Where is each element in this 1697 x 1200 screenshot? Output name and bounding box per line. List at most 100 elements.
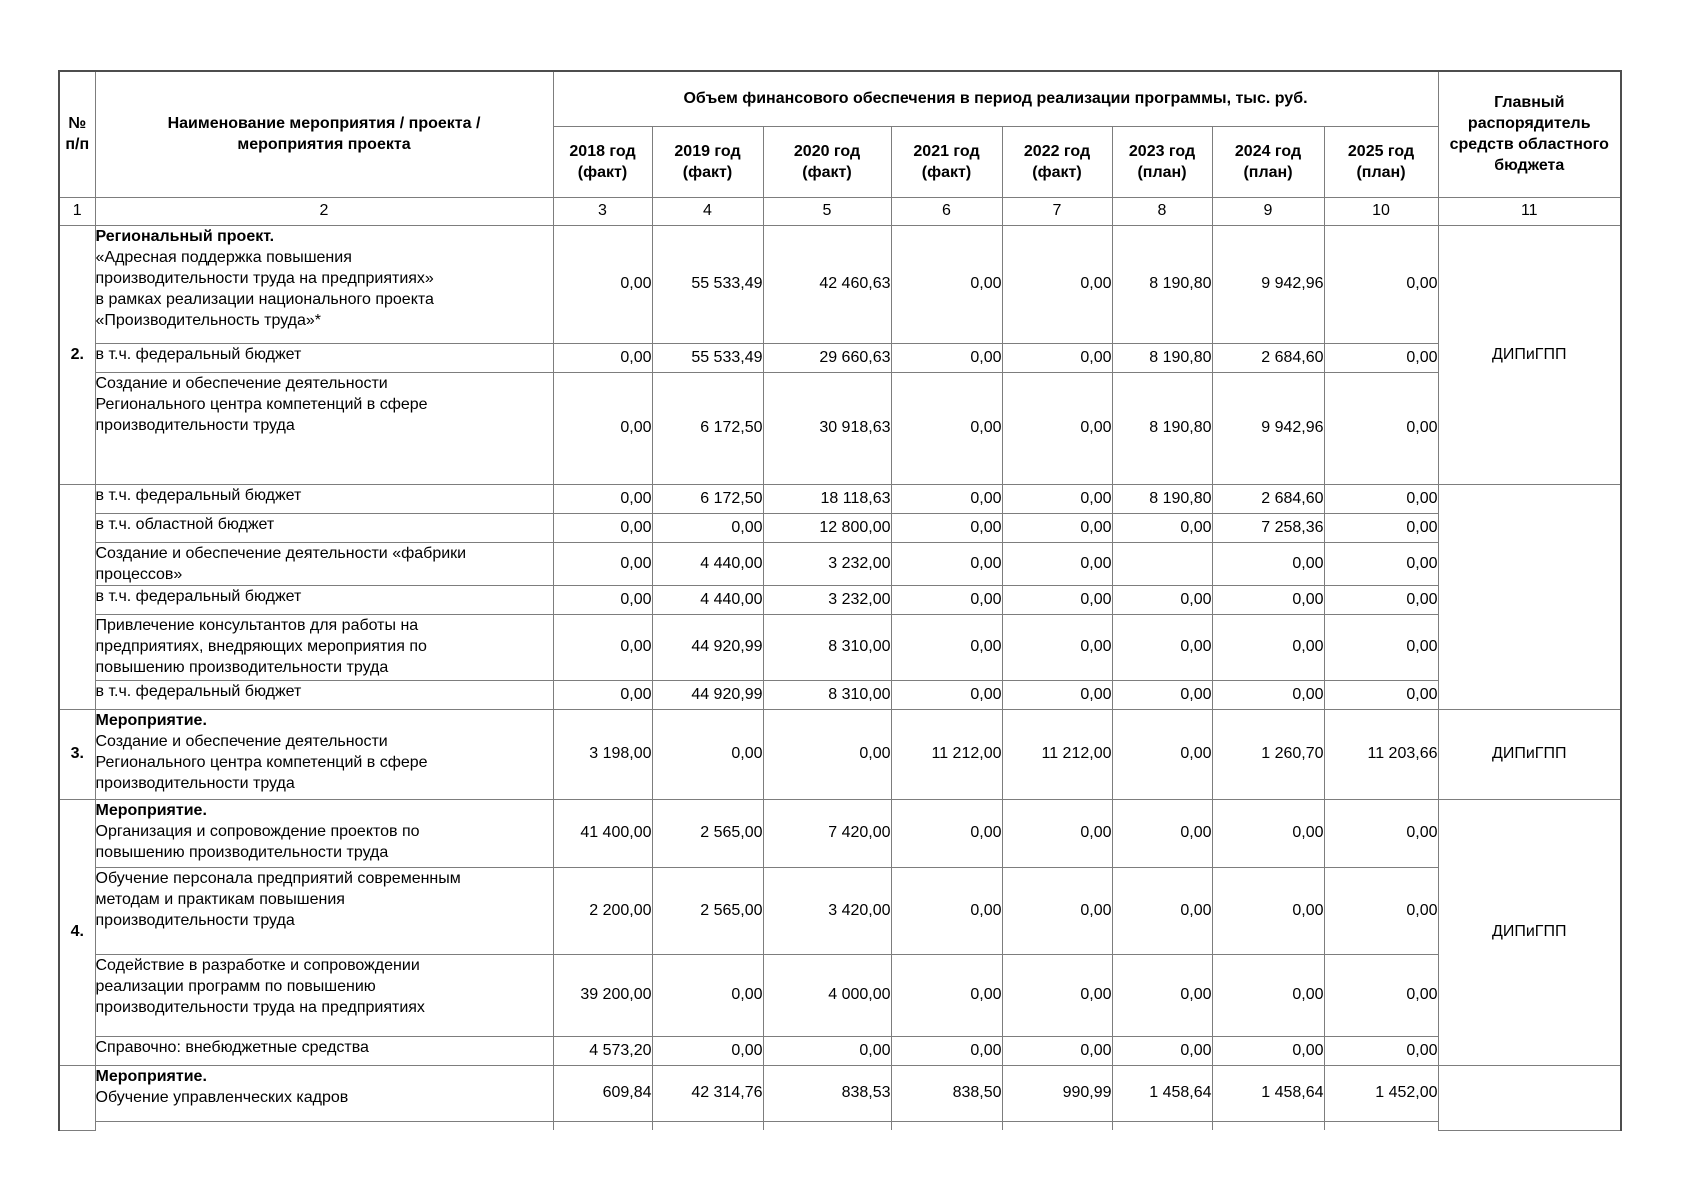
cell-grbs: ДИПиГПП — [1437, 708, 1622, 800]
cell-value: 8 190,80 — [1111, 483, 1213, 514]
cell-cutoff — [651, 1120, 764, 1130]
col-header-name: Наименование мероприятия / проекта / мер… — [94, 70, 554, 198]
cell-value: 0,00 — [1001, 224, 1113, 344]
cell-value: 0,00 — [890, 953, 1003, 1037]
activity-text: «Адресная поддержка повышения производит… — [95, 248, 434, 329]
table-row: Привлечение консультантов для работы на … — [59, 613, 1621, 681]
cell-value: 0,00 — [1323, 483, 1439, 514]
table-row-cutoff — [59, 1120, 1621, 1130]
col-index-6: 6 — [890, 196, 1003, 226]
cell-activity-name: Мероприятие. Организация и сопровождение … — [94, 798, 554, 868]
cell-value: 0,00 — [890, 866, 1003, 955]
col-index-2: 2 — [94, 196, 554, 226]
cell-value: 42 460,63 — [762, 224, 892, 344]
cell-value: 8 190,80 — [1111, 224, 1213, 344]
activity-title: Региональный проект. — [95, 227, 275, 245]
cell-value: 55 533,49 — [651, 342, 764, 373]
col-header-year-2025: 2025 год (план) — [1323, 125, 1439, 198]
activity-text: Создание и обеспечение деятельности Реги… — [95, 732, 428, 792]
cell-value: 0,00 — [1111, 953, 1213, 1037]
cell-value: 0,00 — [1001, 483, 1113, 514]
cell-value: 0,00 — [1001, 342, 1113, 373]
cell-value: 2 565,00 — [651, 798, 764, 868]
cell-value: 0,00 — [1111, 798, 1213, 868]
col-index-5: 5 — [762, 196, 892, 226]
cell-value: 0,00 — [651, 512, 764, 543]
activity-title: Мероприятие. — [95, 801, 207, 819]
cell-cutoff — [94, 1120, 554, 1130]
cell-value: 30 918,63 — [762, 371, 892, 485]
table-row: в т.ч. областной бюджет 0,00 0,00 12 800… — [59, 512, 1621, 543]
cell-value: 0,00 — [890, 679, 1003, 710]
col-index-10: 10 — [1323, 196, 1439, 226]
table-row: 2. Региональный проект. «Адресная поддерж… — [58, 224, 1622, 485]
cell-activity-name: в т.ч. федеральный бюджет — [94, 584, 554, 615]
cell-value: 0,00 — [1111, 866, 1213, 955]
cell-value: 7 258,36 — [1211, 512, 1325, 543]
cell-activity-name: Мероприятие. Создание и обеспечение деяте… — [94, 708, 554, 800]
cell-value: 0,00 — [890, 512, 1003, 543]
cell-value: 8 190,80 — [1111, 342, 1213, 373]
cell-value: 1 458,64 — [1211, 1064, 1325, 1122]
cell-value: 3 420,00 — [762, 866, 892, 955]
cell-value: 2 684,60 — [1211, 483, 1325, 514]
cell-value: 1 260,70 — [1211, 708, 1325, 800]
table-row: Мероприятие. Обучение управленческих кадр… — [58, 1064, 1622, 1131]
cell-value: 8 310,00 — [762, 679, 892, 710]
cell-value: 990,99 — [1001, 1064, 1113, 1122]
cell-value: 0,00 — [1111, 708, 1213, 800]
table-row: в т.ч. федеральный бюджет 0,00 6 172,50 … — [58, 483, 1622, 710]
cell-activity-name: Содействие в разработке и сопровождении … — [94, 953, 554, 1037]
cell-row-number: 3. — [58, 708, 96, 800]
table-row: 4. Мероприятие. Организация и сопровожден… — [58, 798, 1622, 1066]
cell-value: 0,00 — [1211, 798, 1325, 868]
cell-value: 8 310,00 — [762, 613, 892, 681]
cell-value: 0,00 — [1323, 953, 1439, 1037]
table-row: Создание и обеспечение деятельности Реги… — [59, 371, 1621, 485]
cell-value: 0,00 — [762, 1035, 892, 1066]
cell-value: 12 800,00 — [762, 512, 892, 543]
cell-activity-name: Справочно: внебюджетные средства — [94, 1035, 554, 1066]
cell-grbs — [1437, 483, 1622, 710]
cell-value: 39 200,00 — [552, 953, 653, 1037]
cell-value: 0,00 — [890, 342, 1003, 373]
cell-value: 0,00 — [552, 613, 653, 681]
cell-value: 0,00 — [1001, 798, 1113, 868]
cell-value: 6 172,50 — [651, 371, 764, 485]
col-index-7: 7 — [1001, 196, 1113, 226]
cell-value: 8 190,80 — [1111, 371, 1213, 485]
col-header-year-2019: 2019 год (факт) — [651, 125, 764, 198]
cell-value: 11 212,00 — [890, 708, 1003, 800]
cell-value: 0,00 — [890, 483, 1003, 514]
table-row: в т.ч. федеральный бюджет 0,00 44 920,99… — [59, 679, 1621, 710]
cell-value: 0,00 — [762, 708, 892, 800]
column-index-row: 1 2 3 4 5 6 7 8 9 10 11 — [58, 196, 1622, 226]
cell-value: 0,00 — [1211, 866, 1325, 955]
table-row: Содействие в разработке и сопровождении … — [59, 953, 1621, 1037]
cell-value: 0,00 — [1001, 584, 1113, 615]
cell-activity-name: в т.ч. областной бюджет — [94, 512, 554, 543]
col-header-grbs: Главный распорядитель средств областного… — [1437, 70, 1622, 198]
cell-value: 0,00 — [552, 224, 653, 344]
cell-value: 0,00 — [1001, 866, 1113, 955]
table-row: в т.ч. федеральный бюджет 0,00 55 533,49… — [59, 342, 1621, 373]
cell-value: 0,00 — [1111, 613, 1213, 681]
cell-value: 0,00 — [1211, 541, 1325, 586]
cell-value: 0,00 — [1001, 512, 1113, 543]
cell-cutoff — [1211, 1120, 1325, 1130]
cell-value: 0,00 — [890, 798, 1003, 868]
cell-value: 4 573,20 — [552, 1035, 653, 1066]
cell-value: 0,00 — [1001, 541, 1113, 586]
cell-value: 11 203,66 — [1323, 708, 1439, 800]
cell-value: 0,00 — [890, 541, 1003, 586]
cell-value: 0,00 — [890, 1035, 1003, 1066]
cell-value: 0,00 — [552, 512, 653, 543]
cell-value: 1 458,64 — [1111, 1064, 1213, 1122]
cell-value: 0,00 — [1211, 953, 1325, 1037]
cell-cutoff — [1111, 1120, 1213, 1130]
cell-value: 11 212,00 — [1001, 708, 1113, 800]
cell-value: 0,00 — [1001, 679, 1113, 710]
cell-value: 55 533,49 — [651, 224, 764, 344]
table-row: 3. Мероприятие. Создание и обеспечение де… — [58, 708, 1622, 800]
cell-value: 0,00 — [1323, 798, 1439, 868]
